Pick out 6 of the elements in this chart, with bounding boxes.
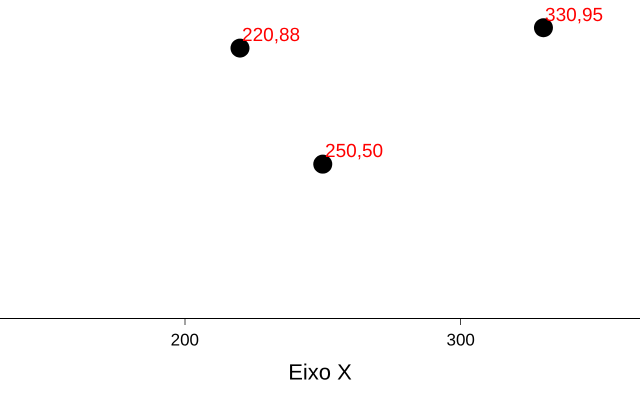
x-tick-label: 200 xyxy=(170,330,200,350)
x-tick-label: 300 xyxy=(446,330,475,350)
annotation: 220,88 xyxy=(242,25,300,46)
annotation: 250,50 xyxy=(325,141,384,162)
x-axis-title: Eixo X xyxy=(288,359,352,384)
text: 330,95 xyxy=(545,5,604,26)
